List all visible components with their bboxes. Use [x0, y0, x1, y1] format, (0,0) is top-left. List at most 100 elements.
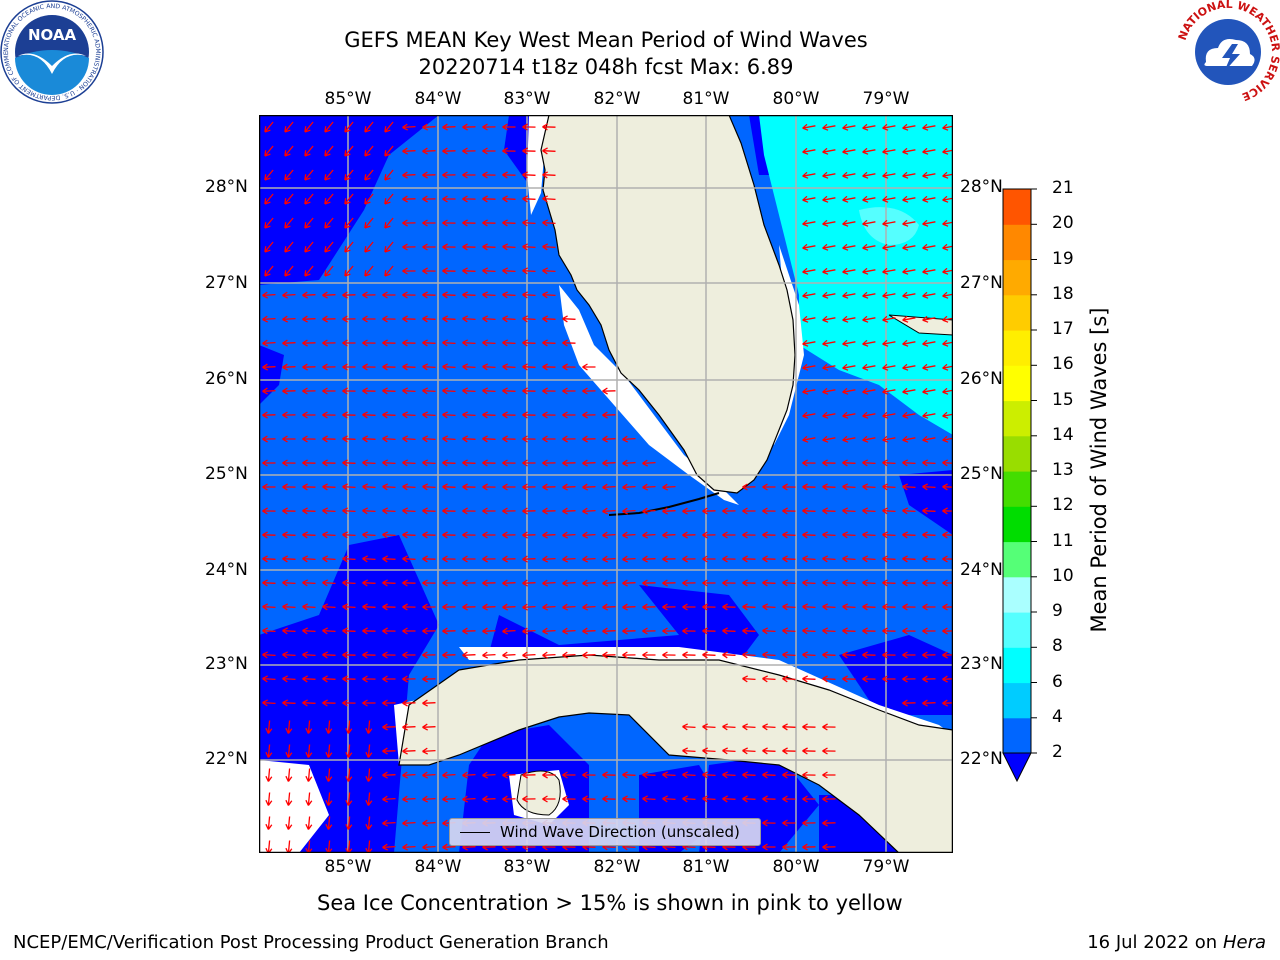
wind-wave-arrow	[382, 555, 396, 563]
wind-wave-arrow	[862, 555, 876, 563]
wind-wave-arrow	[882, 627, 896, 635]
wind-wave-arrow	[482, 171, 496, 179]
wind-wave-arrow	[502, 123, 516, 131]
wind-wave-arrow	[282, 555, 296, 563]
lat-label-left: 25°N	[205, 464, 248, 484]
wind-wave-arrow	[284, 169, 294, 181]
wind-wave-arrow	[482, 579, 496, 587]
wind-wave-arrow	[542, 267, 556, 275]
wind-wave-arrow	[442, 771, 456, 779]
wind-wave-arrow	[642, 579, 656, 587]
wind-wave-arrow	[862, 195, 876, 203]
wind-wave-arrow	[482, 459, 496, 467]
wind-wave-arrow	[362, 531, 376, 539]
wind-wave-arrow	[862, 123, 876, 131]
wind-wave-arrow	[542, 339, 556, 347]
wind-wave-arrow	[382, 339, 396, 347]
wind-wave-arrow	[562, 387, 576, 395]
wind-wave-arrow	[622, 435, 636, 443]
wind-wave-arrow	[582, 579, 596, 587]
colorbar-segment	[1003, 400, 1031, 437]
wind-wave-arrow	[762, 723, 776, 731]
wind-wave-arrow	[802, 435, 816, 443]
wind-wave-arrow	[882, 675, 896, 683]
wind-wave-arrow	[442, 459, 456, 467]
wind-wave-arrow	[482, 123, 496, 131]
wind-wave-arrow	[422, 243, 436, 251]
wind-wave-arrow	[882, 555, 896, 563]
wind-wave-arrow	[562, 483, 576, 491]
wind-wave-arrow	[345, 744, 353, 758]
wind-wave-arrow	[402, 339, 416, 347]
wind-wave-arrow	[802, 819, 816, 827]
wind-wave-arrow	[582, 483, 596, 491]
colorbar-tick-label: 11	[1052, 530, 1074, 551]
wind-wave-arrow	[722, 795, 736, 803]
footer-machine: Hera	[1222, 932, 1266, 953]
wind-wave-arrow	[622, 651, 636, 659]
wind-wave-arrow	[344, 241, 354, 253]
wind-wave-arrow	[282, 315, 296, 323]
wind-wave-arrow	[822, 291, 836, 299]
colorbar-segment	[1003, 506, 1031, 543]
wind-wave-arrow	[462, 219, 476, 227]
wind-wave-arrow	[842, 627, 856, 635]
wind-wave-arrow	[602, 627, 616, 635]
wind-wave-arrow	[402, 267, 416, 275]
wind-wave-arrow	[822, 315, 836, 323]
wind-wave-arrow	[462, 555, 476, 563]
wind-wave-arrow	[602, 579, 616, 587]
colorbar-segment	[1003, 224, 1031, 261]
wind-wave-arrow	[382, 411, 396, 419]
wind-wave-arrow	[382, 843, 396, 851]
wind-wave-arrow	[622, 771, 636, 779]
wind-wave-arrow	[325, 744, 333, 758]
wind-wave-arrow	[502, 507, 516, 515]
wind-wave-arrow	[902, 531, 916, 539]
wind-wave-arrow	[562, 651, 576, 659]
colorbar-segment	[1003, 647, 1031, 684]
wind-wave-arrow	[782, 579, 796, 587]
footer-branch: NCEP/EMC/Verification Post Processing Pr…	[13, 932, 609, 953]
wind-wave-arrow	[362, 699, 376, 707]
wind-wave-arrow	[304, 217, 314, 229]
wind-wave-arrow	[722, 723, 736, 731]
wind-wave-arrow	[422, 699, 436, 707]
colorbar-tick-label: 13	[1052, 460, 1074, 480]
wind-wave-arrow	[922, 483, 936, 491]
wind-wave-arrow	[862, 339, 876, 347]
colorbar-tick-label: 20	[1052, 213, 1074, 234]
wind-wave-arrow	[462, 435, 476, 443]
wind-wave-arrow	[582, 795, 596, 803]
wind-wave-arrow	[462, 459, 476, 467]
wind-wave-arrow	[522, 651, 536, 659]
wind-wave-arrow	[782, 555, 796, 563]
wind-wave-arrow	[384, 265, 394, 277]
wind-wave-arrow	[402, 819, 416, 827]
wind-wave-arrow	[682, 555, 696, 563]
wind-wave-arrow	[582, 435, 596, 443]
wind-wave-arrow	[882, 219, 896, 227]
wind-wave-arrow	[502, 219, 516, 227]
wind-wave-arrow	[542, 507, 556, 515]
wind-wave-arrow	[302, 507, 316, 515]
wind-wave-arrow	[285, 816, 293, 830]
wind-wave-arrow	[602, 483, 616, 491]
wind-wave-arrow	[922, 555, 936, 563]
wind-wave-arrow	[285, 744, 293, 758]
wind-wave-arrow	[822, 555, 836, 563]
wind-wave-arrow	[902, 627, 916, 635]
wind-wave-arrow	[842, 123, 856, 131]
wind-wave-arrow	[682, 723, 696, 731]
wind-wave-arrow	[562, 795, 576, 803]
wind-wave-arrow	[265, 744, 273, 758]
wind-wave-arrow	[662, 555, 676, 563]
wind-wave-arrow	[502, 579, 516, 587]
wind-wave-arrow	[402, 699, 416, 707]
wind-wave-arrow	[822, 819, 836, 827]
wind-wave-arrow	[842, 171, 856, 179]
wind-wave-arrow	[482, 195, 496, 203]
wind-wave-arrow	[822, 243, 836, 251]
wind-wave-arrow	[542, 435, 556, 443]
map-panel[interactable]	[258, 114, 954, 854]
